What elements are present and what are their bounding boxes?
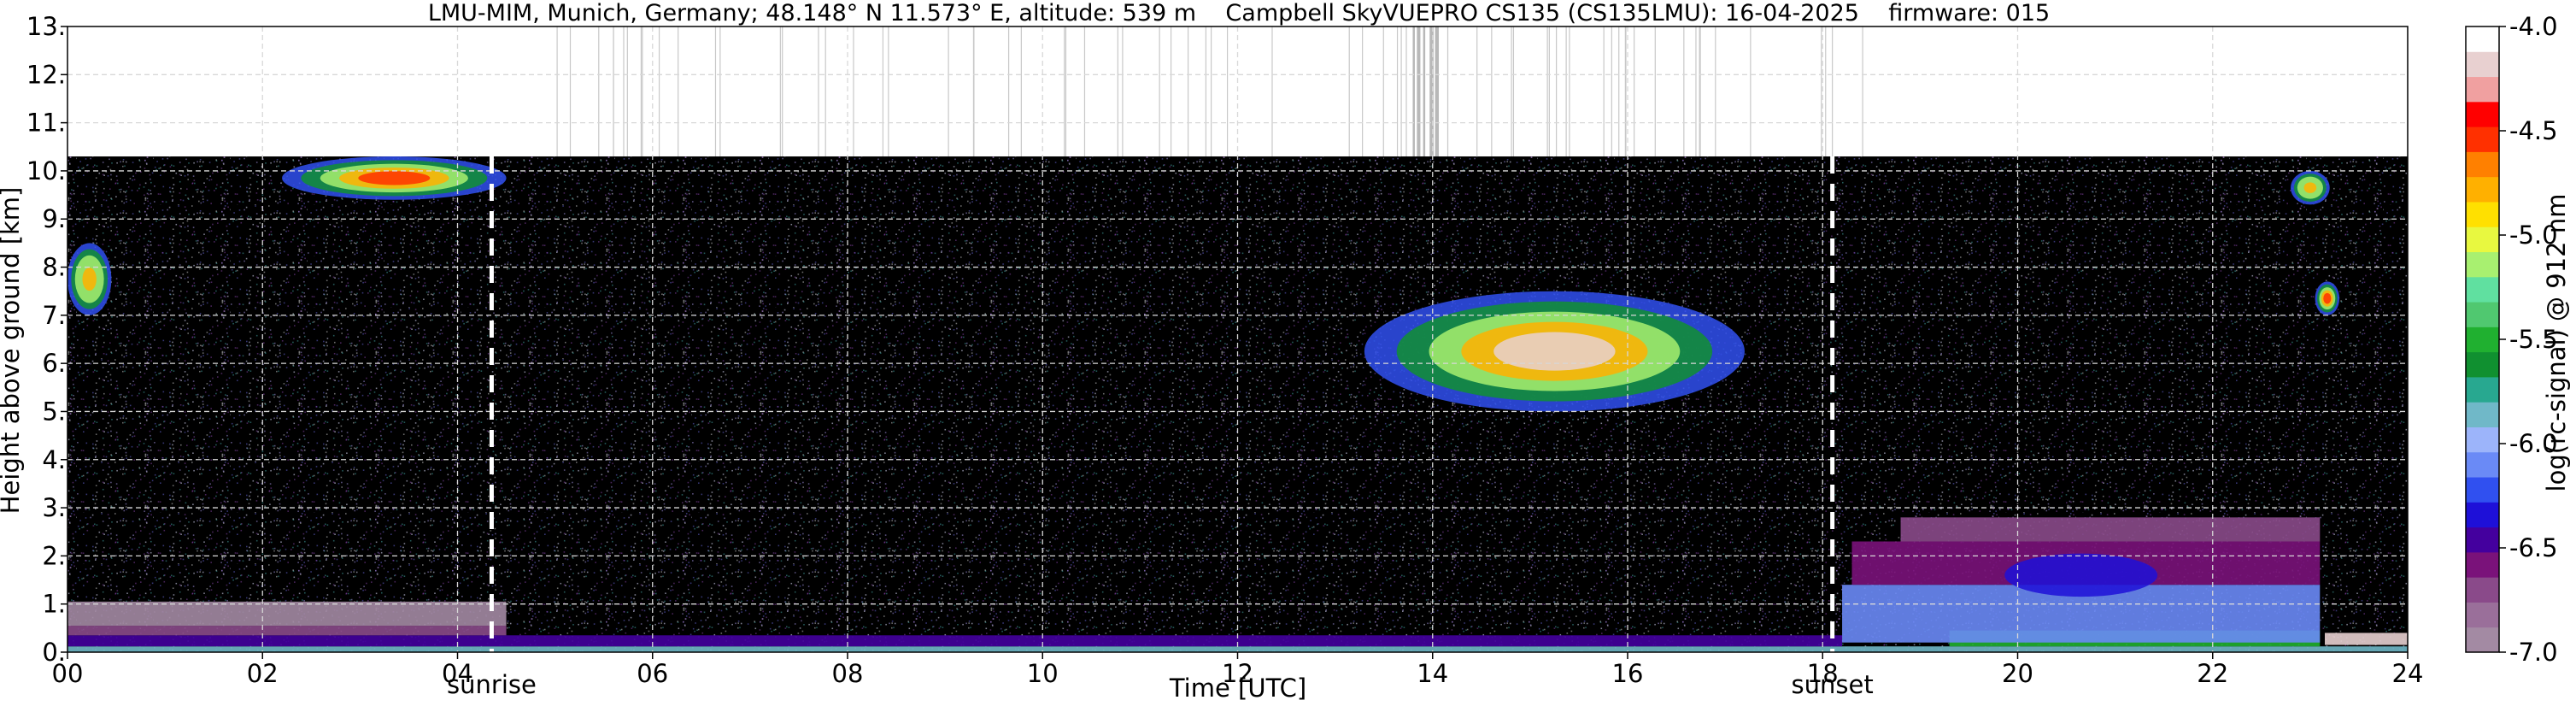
x-tick-label: 12	[1222, 659, 1253, 688]
colorbar-swatch	[2466, 527, 2499, 553]
sunset-label: sunset	[1792, 670, 1874, 699]
colorbar-swatch	[2466, 76, 2499, 103]
colorbar-swatch	[2466, 201, 2499, 227]
y-tick-label: 2.	[42, 541, 66, 570]
colorbar-tick-label: -6.5	[2509, 533, 2558, 562]
colorbar-swatch	[2466, 551, 2499, 578]
colorbar-swatch	[2466, 602, 2499, 628]
signal-band	[67, 646, 2408, 652]
y-tick-label: 9.	[42, 204, 66, 233]
colorbar-swatch	[2466, 502, 2499, 528]
colorbar-swatch	[2466, 176, 2499, 203]
colorbar-swatch	[2466, 577, 2499, 603]
x-tick-label: 24	[2392, 659, 2424, 688]
colorbar-swatch	[2466, 276, 2499, 303]
colorbar-swatch	[2466, 251, 2499, 278]
x-axis-label: Time [UTC]	[1169, 674, 1306, 703]
y-axis-label: Height above ground [km]	[0, 187, 25, 515]
plot-area	[67, 26, 2408, 652]
y-tick-label: 13.	[26, 12, 66, 41]
chart-title: LMU-MIM, Munich, Germany; 48.148° N 11.5…	[428, 0, 2050, 26]
colorbar-swatch	[2466, 327, 2499, 353]
signal-band	[67, 601, 507, 627]
colorbar-tick-label: -7.0	[2509, 638, 2558, 667]
cloud-feature	[1364, 291, 1745, 412]
event-labels: sunrise sunset	[447, 670, 1874, 699]
cloud-feature	[2315, 281, 2340, 315]
colorbar-swatch	[2466, 351, 2499, 378]
y-tick-label: 0.	[42, 638, 66, 667]
colorbar-swatch	[2466, 101, 2499, 127]
colorbar-swatch	[2466, 227, 2499, 253]
x-tick-label: 04	[442, 659, 473, 688]
signal-band	[1900, 517, 2321, 542]
colorbar-swatch	[2466, 427, 2499, 453]
colorbar-swatch	[2466, 126, 2499, 152]
y-tick-label: 4.	[42, 445, 66, 474]
sunrise-label: sunrise	[447, 670, 537, 699]
x-tick-label: 06	[637, 659, 668, 688]
x-tick-label: 02	[247, 659, 279, 688]
x-tick-label: 22	[2197, 659, 2228, 688]
y-tick-label: 8.	[42, 253, 66, 282]
y-tick-label: 7.	[42, 301, 66, 330]
gridlines	[67, 26, 2408, 652]
y-tick-label: 10.	[26, 156, 66, 185]
colorbar-swatch	[2466, 26, 2499, 52]
signal-band	[67, 626, 507, 636]
x-tick-label: 16	[1612, 659, 1644, 688]
y-tick-label: 1.	[42, 590, 66, 619]
y-tick-label: 11.	[26, 109, 66, 138]
colorbar-tick-label: -6.0	[2509, 429, 2558, 458]
colorbar-swatch	[2466, 151, 2499, 178]
colorbar-swatch	[2466, 402, 2499, 427]
x-axis: 00 02 04 06 08 10 12 14 16 18 20 22 24	[52, 652, 2424, 688]
cloud-feature	[282, 156, 507, 200]
colorbar-swatch	[2466, 376, 2499, 403]
x-tick-label: 08	[832, 659, 864, 688]
y-tick-label: 3.	[42, 493, 66, 522]
signal-band	[67, 635, 1843, 647]
cloud-feature	[2291, 170, 2330, 205]
y-tick-label: 12.	[26, 60, 66, 89]
x-tick-label: 10	[1027, 659, 1059, 688]
colorbar-tick-label: -5.5	[2509, 325, 2558, 354]
signal-band	[2324, 632, 2408, 645]
y-axis: 0. 1. 2. 3. 4. 5. 6. 7. 8. 9. 10. 11. 12. 13.	[26, 12, 67, 667]
y-tick-label: 5.	[42, 397, 66, 426]
colorbar-swatch	[2466, 451, 2499, 478]
colorbar-swatch	[2466, 302, 2499, 327]
y-tick-label: 6.	[42, 349, 66, 378]
colorbar-swatch	[2466, 627, 2499, 653]
cloud-feature	[67, 243, 112, 315]
colorbar-tick-label: -4.0	[2509, 12, 2558, 41]
colorbar-swatch	[2466, 477, 2499, 503]
event-markers	[489, 156, 1835, 652]
x-tick-label: 14	[1417, 659, 1448, 688]
colorbar-label: log(rc-signal) @ 912 nm	[2542, 194, 2571, 492]
colorbar-tick-label: -5.0	[2509, 221, 2558, 250]
x-tick-label: 20	[2002, 659, 2033, 688]
cloud-feature	[2004, 553, 2158, 597]
x-tick-label: 00	[52, 659, 84, 688]
x-tick-label: 18	[1807, 659, 1839, 688]
colorbar-tick-label: -4.5	[2509, 116, 2558, 145]
colorbar: -4.0 -4.5 -5.0 -5.5 -6.0 -6.5 -7.0	[2465, 12, 2558, 667]
colorbar-swatch	[2466, 51, 2499, 78]
